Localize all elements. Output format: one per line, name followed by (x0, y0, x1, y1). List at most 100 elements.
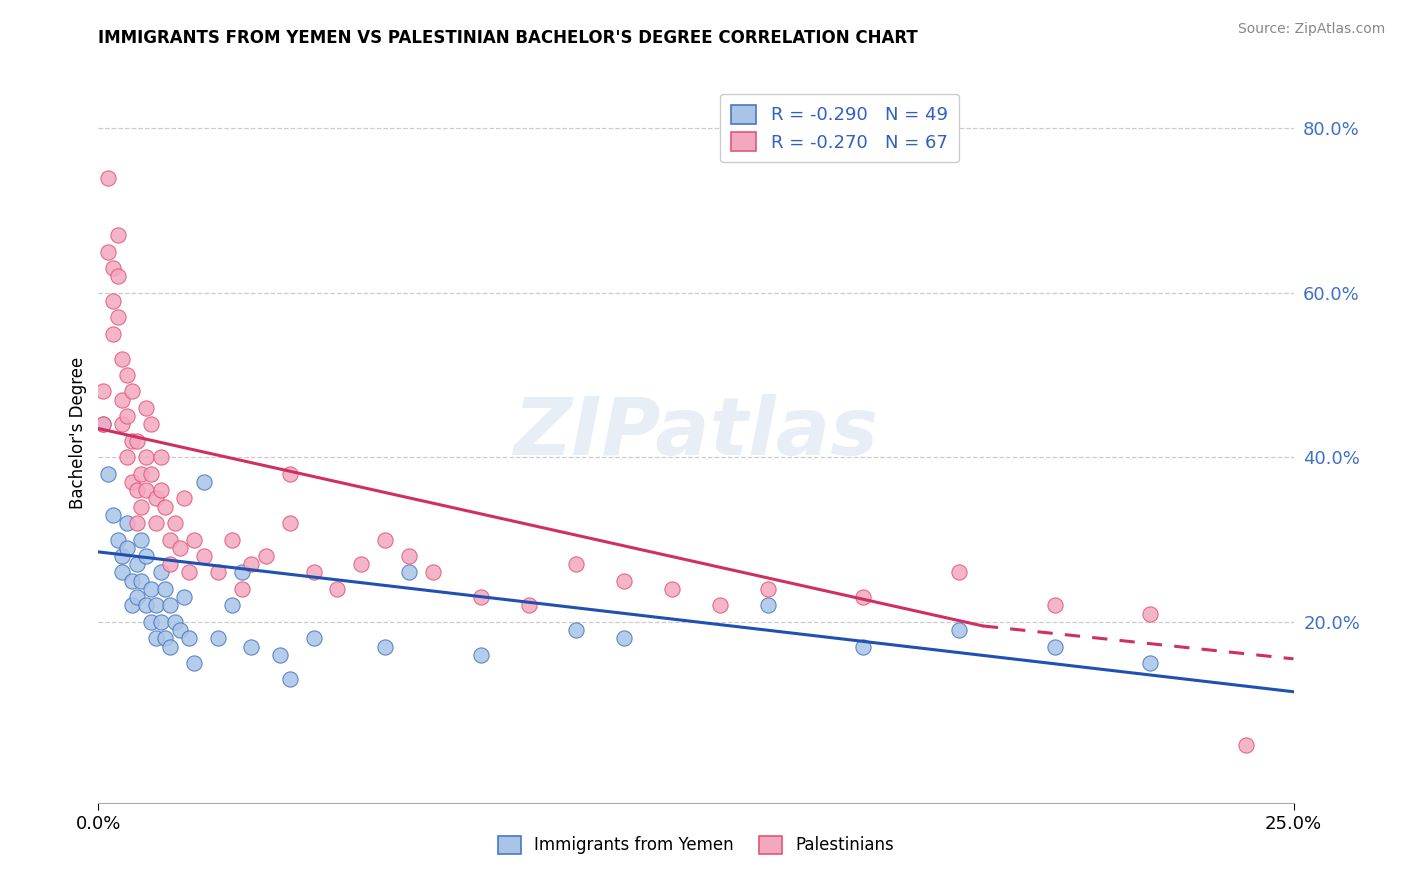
Y-axis label: Bachelor's Degree: Bachelor's Degree (69, 357, 87, 508)
Point (101, 326, 124, 341)
Point (221, 533, 243, 547)
Point (107, 310, 129, 325)
Point (374, 533, 396, 547)
Point (115, 541, 138, 555)
Point (121, 475, 143, 489)
Point (948, 623, 970, 637)
Point (111, 392, 134, 407)
Point (159, 558, 181, 572)
Point (193, 475, 215, 489)
Point (159, 640, 181, 654)
Point (111, 351, 134, 366)
Point (135, 450, 157, 465)
Point (145, 491, 167, 506)
Point (756, 599, 779, 613)
Point (661, 582, 683, 596)
Point (111, 549, 134, 563)
Point (139, 467, 162, 481)
Point (269, 648, 291, 662)
Point (613, 574, 636, 588)
Point (155, 582, 177, 596)
Point (207, 632, 229, 646)
Point (135, 401, 157, 415)
Point (163, 615, 186, 629)
Point (115, 368, 138, 382)
Point (111, 566, 134, 580)
Point (159, 533, 181, 547)
Point (149, 615, 172, 629)
Point (852, 590, 875, 604)
Point (756, 582, 779, 596)
Point (240, 640, 263, 654)
Point (470, 590, 492, 604)
Point (278, 673, 301, 687)
Text: Source: ZipAtlas.com: Source: ZipAtlas.com (1237, 22, 1385, 37)
Point (107, 533, 129, 547)
Point (163, 516, 186, 530)
Point (139, 615, 162, 629)
Point (131, 500, 153, 514)
Point (101, 261, 124, 276)
Point (125, 483, 148, 498)
Point (101, 508, 124, 522)
Point (278, 467, 301, 481)
Point (159, 599, 181, 613)
Point (169, 623, 191, 637)
Point (135, 599, 157, 613)
Point (1234, 738, 1257, 752)
Point (125, 434, 148, 448)
Point (254, 549, 277, 563)
Point (101, 293, 124, 308)
Point (131, 467, 153, 481)
Point (709, 599, 731, 613)
Point (207, 566, 229, 580)
Point (231, 566, 253, 580)
Point (149, 450, 172, 465)
Point (517, 599, 540, 613)
Point (97, 244, 120, 259)
Point (183, 533, 205, 547)
Point (302, 566, 325, 580)
Point (193, 549, 215, 563)
Point (125, 516, 148, 530)
Point (613, 632, 636, 646)
Point (145, 516, 167, 530)
Point (240, 558, 263, 572)
Point (115, 409, 138, 424)
Point (139, 582, 162, 596)
Point (374, 640, 396, 654)
Point (183, 656, 205, 670)
Point (470, 648, 492, 662)
Point (422, 566, 444, 580)
Point (221, 599, 243, 613)
Point (97, 467, 120, 481)
Point (131, 574, 153, 588)
Point (149, 483, 172, 498)
Point (125, 590, 148, 604)
Point (565, 623, 588, 637)
Point (139, 417, 162, 432)
Point (173, 491, 195, 506)
Point (145, 599, 167, 613)
Point (155, 632, 177, 646)
Point (1043, 599, 1066, 613)
Point (231, 582, 253, 596)
Point (1043, 640, 1066, 654)
Point (91, 417, 114, 432)
Point (145, 632, 167, 646)
Point (852, 640, 875, 654)
Point (107, 269, 129, 284)
Point (398, 549, 420, 563)
Point (91, 417, 114, 432)
Point (398, 566, 420, 580)
Point (179, 632, 201, 646)
Point (111, 417, 134, 432)
Point (121, 574, 143, 588)
Point (121, 434, 143, 448)
Point (155, 500, 177, 514)
Point (135, 483, 157, 498)
Point (179, 566, 201, 580)
Point (135, 549, 157, 563)
Point (278, 516, 301, 530)
Point (302, 632, 325, 646)
